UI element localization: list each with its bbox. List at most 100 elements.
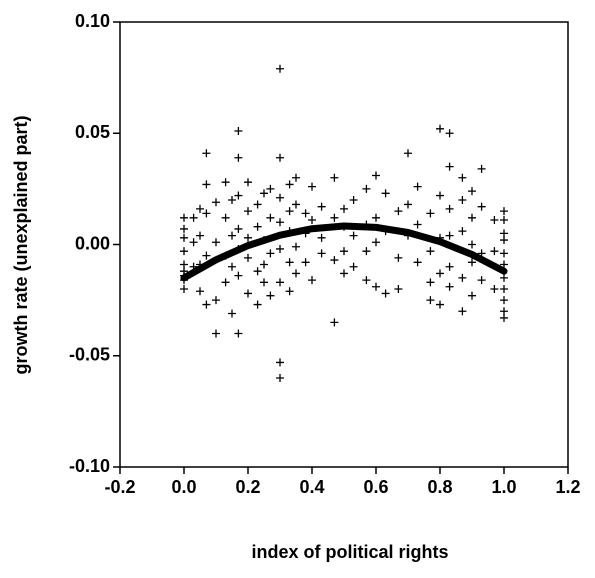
point: [276, 193, 284, 202]
point: [381, 289, 390, 298]
point: [234, 224, 243, 233]
point: [340, 247, 348, 256]
point: [500, 296, 508, 305]
point: [500, 216, 508, 225]
point: [301, 258, 310, 267]
x-tick-label: 1.2: [555, 477, 580, 497]
point: [490, 216, 499, 225]
point: [426, 278, 435, 287]
point: [404, 200, 412, 209]
point: [180, 213, 188, 222]
point: [202, 149, 211, 158]
point: [266, 291, 275, 300]
point: [234, 153, 243, 162]
point: [413, 220, 422, 229]
point: [212, 198, 220, 207]
point: [266, 249, 275, 258]
point: [180, 224, 188, 233]
point: [468, 187, 476, 196]
point: [394, 253, 403, 262]
x-tick-label: 0.8: [427, 477, 452, 497]
point: [180, 233, 188, 242]
point: [445, 204, 454, 213]
point: [458, 307, 467, 316]
y-tick-label: -0.10: [69, 456, 110, 476]
point: [180, 247, 188, 256]
point: [260, 278, 268, 287]
point: [234, 329, 243, 338]
point: [189, 213, 198, 222]
point: [340, 269, 348, 278]
x-tick-label: 0.6: [363, 477, 388, 497]
point: [260, 260, 268, 269]
point: [228, 231, 236, 240]
point: [276, 153, 284, 162]
point: [426, 209, 435, 218]
point: [292, 200, 300, 209]
point: [330, 173, 339, 182]
point: [330, 318, 339, 327]
point: [500, 236, 508, 245]
point: [180, 285, 188, 293]
point: [244, 207, 252, 216]
point: [330, 256, 339, 265]
point: [253, 200, 262, 209]
point: [292, 173, 300, 182]
point: [372, 238, 380, 247]
point: [362, 247, 371, 256]
point: [404, 149, 412, 158]
point: [394, 285, 403, 293]
point: [228, 309, 236, 318]
point: [381, 189, 390, 198]
point: [436, 300, 444, 309]
y-tick-label: 0.05: [75, 122, 110, 142]
point: [445, 231, 454, 240]
point: [413, 182, 422, 191]
point: [266, 184, 275, 193]
point: [500, 307, 508, 316]
point: [372, 171, 380, 180]
point: [221, 278, 230, 287]
point: [500, 207, 508, 216]
point: [253, 300, 262, 309]
point: [266, 213, 275, 222]
point: [308, 276, 316, 285]
point: [349, 231, 358, 240]
point: [458, 227, 467, 236]
point: [500, 273, 508, 282]
point: [285, 287, 294, 296]
point: [196, 204, 204, 213]
point: [468, 240, 476, 249]
point: [436, 191, 444, 200]
point: [180, 260, 188, 269]
point: [349, 262, 358, 271]
plot-frame: [119, 21, 569, 468]
point: [234, 127, 243, 136]
point: [276, 64, 284, 73]
point: [308, 216, 316, 225]
point: [436, 269, 444, 278]
point: [317, 202, 326, 211]
fit-curve: [180, 222, 508, 282]
point: [228, 196, 236, 204]
point: [196, 231, 204, 240]
point: [202, 300, 211, 309]
point: [317, 249, 326, 258]
point: [253, 222, 262, 231]
point: [212, 329, 220, 338]
point: [477, 276, 486, 285]
point: [468, 213, 476, 222]
point: [349, 196, 358, 204]
point: [426, 296, 435, 305]
point: [196, 287, 204, 296]
point: [234, 191, 243, 200]
point: [500, 285, 508, 293]
point: [468, 258, 476, 267]
point: [445, 282, 454, 291]
point: [189, 238, 198, 247]
point: [292, 242, 300, 251]
point: [276, 278, 284, 287]
x-tick-label: 0.2: [235, 477, 260, 497]
point: [413, 258, 422, 267]
